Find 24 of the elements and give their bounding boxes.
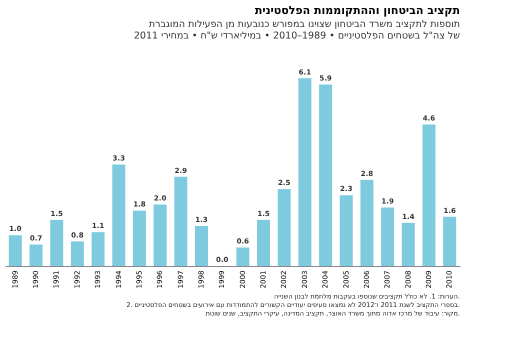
bar (50, 220, 64, 266)
bar (422, 124, 436, 266)
bar (340, 195, 353, 266)
bar (278, 189, 291, 266)
bar (194, 226, 208, 266)
bar (360, 180, 374, 266)
bar (257, 220, 270, 266)
bar (70, 241, 84, 266)
text: של צה"ל בשטחים הפלסטיניים • 1989–2010 • במיליארדי ש"ח • במחירי 2011 (134, 30, 460, 42)
bar (381, 208, 394, 266)
bar (92, 232, 105, 266)
bar (30, 244, 43, 266)
bar (236, 248, 250, 266)
bar (443, 216, 456, 266)
bar (154, 204, 167, 266)
bar (132, 210, 146, 266)
bar (112, 164, 126, 266)
text: תוספות לתקציב משרד הביטחון שצוינו במפורש כנובעות מן הפעילות המוגברת (148, 19, 460, 30)
bar (319, 84, 332, 266)
chart-title: תקציב הביטחון וההתקוממות הפלסטינית (254, 4, 460, 17)
bar (8, 235, 22, 266)
bar (402, 222, 415, 266)
bar (298, 78, 312, 266)
bar (174, 176, 188, 266)
